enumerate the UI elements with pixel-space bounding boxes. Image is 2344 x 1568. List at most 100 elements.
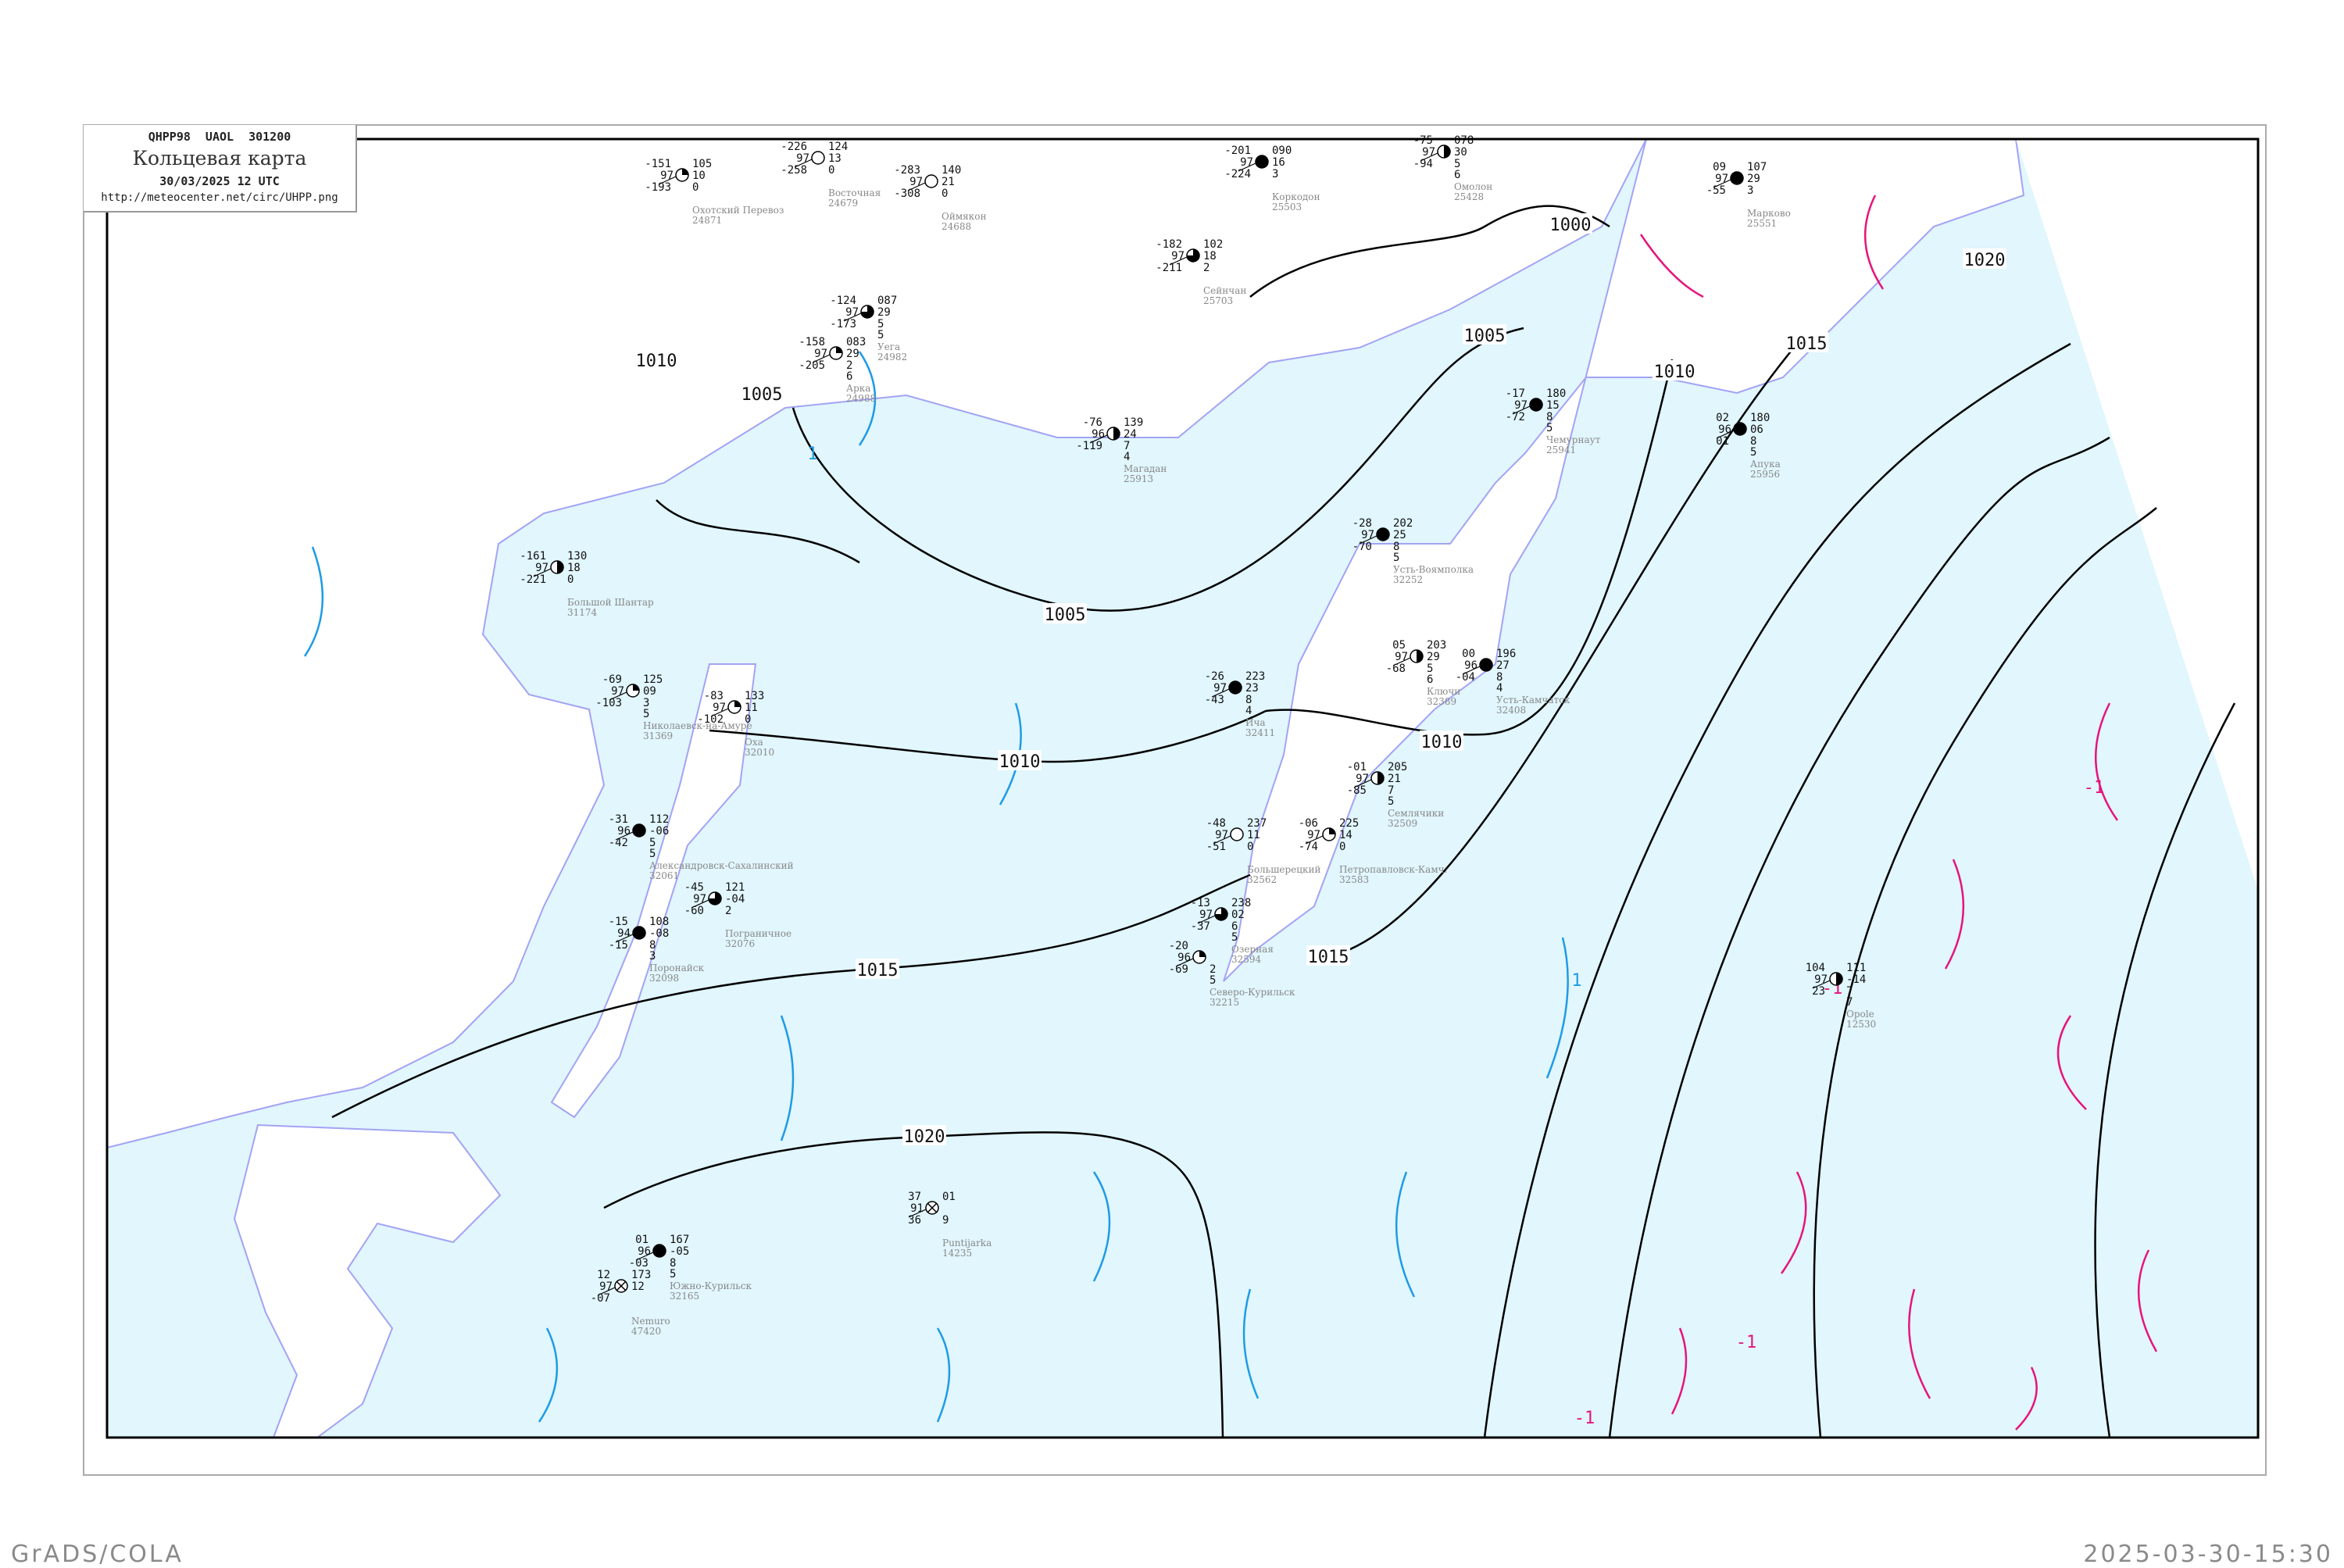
cloud-cover-fill — [1187, 249, 1199, 262]
footer-timestamp: 2025-03-30-15:30 — [2083, 1541, 2333, 1568]
isobar-label-bg — [634, 349, 678, 370]
station-name: Омолон — [1454, 181, 1492, 192]
station-name: Апука — [1750, 459, 1781, 470]
wind-barb-icon — [691, 899, 709, 909]
isotherms — [303, 195, 2158, 1430]
station-temperature: 02 — [1716, 412, 1729, 424]
station-pressure: 180 — [1750, 412, 1770, 424]
station-pressure-tendency: 97 — [611, 685, 624, 698]
station-wind-value: 13 — [828, 152, 841, 165]
station-visibility: 3 — [643, 697, 649, 709]
station-wind-value: 29 — [846, 348, 859, 360]
station-pressure: 01 — [942, 1191, 956, 1203]
isobar-label-bg — [1043, 603, 1087, 623]
source-url[interactable]: http://meteocenter.net/circ/UHPP.png — [101, 191, 338, 204]
station-temperature: 104 — [1806, 962, 1825, 974]
station-pressure: 083 — [846, 336, 866, 348]
station-pressure: 108 — [649, 916, 669, 928]
station-wind-value: 21 — [1388, 773, 1401, 785]
cloud-cover-fill — [1444, 145, 1450, 158]
wind-barb-icon — [609, 691, 627, 701]
isobar-label-bg — [1420, 730, 1463, 751]
station-wind-value: 29 — [1427, 651, 1440, 663]
station-temperature: -283 — [894, 164, 920, 177]
station-wind-value: 11 — [1247, 829, 1260, 841]
wind-barb-icon — [812, 354, 831, 363]
isotherm-label: -1 — [1574, 1409, 1595, 1428]
station-dewpoint: -211 — [1156, 262, 1182, 274]
cloud-cover-fill — [633, 927, 645, 939]
wind-barb-icon — [1089, 434, 1108, 444]
cloud-cover-fill — [734, 701, 741, 707]
station-wind-value: -14 — [1846, 973, 1866, 986]
land-masses — [106, 138, 2258, 1438]
cloud-cover-fill — [1113, 427, 1120, 440]
station-visibility: 8 — [1393, 541, 1399, 553]
isobar-label: 1010 — [636, 352, 677, 371]
station-wind-value: 29 — [877, 306, 891, 319]
station-32061[interactable]: -3196-42112-0655Александровск-Сахалински… — [609, 813, 794, 881]
station-pressure: 102 — [1203, 238, 1223, 251]
cloud-cover-fill — [1377, 528, 1389, 541]
station-cloud-code: 5 — [670, 1268, 676, 1280]
station-pressure: 173 — [631, 1269, 651, 1281]
station-wind-value: 16 — [1272, 156, 1285, 169]
station-dewpoint: -70 — [1352, 541, 1372, 553]
station-temperature: -151 — [645, 158, 671, 170]
station-dewpoint: -74 — [1299, 841, 1318, 853]
wind-barb-icon — [1462, 666, 1481, 675]
station-dewpoint: -193 — [645, 181, 671, 194]
isotherm-negative — [1639, 195, 2158, 1430]
station-pressure-tendency: 97 — [1171, 250, 1185, 263]
station-pressure-tendency: 97 — [660, 170, 674, 182]
wind-barb-icon — [1197, 915, 1216, 924]
station-temperature: -31 — [609, 813, 628, 826]
station-temperature: -161 — [520, 550, 546, 563]
station-pressure: 111 — [1846, 962, 1866, 974]
station-name: Оха — [745, 737, 763, 748]
isobar-label: 1005 — [1045, 605, 1086, 625]
cloud-cover-fill — [1215, 908, 1227, 920]
wind-barb-icon — [1716, 430, 1735, 439]
station-visibility: 8 — [1546, 411, 1553, 423]
cloud-cover-fill — [861, 305, 874, 318]
station-visibility: 8 — [649, 939, 656, 952]
station-name: Марково — [1747, 208, 1791, 219]
station-visibility: 7 — [1388, 784, 1394, 797]
station-dewpoint: -103 — [595, 697, 622, 709]
cloud-cover-fill — [709, 892, 721, 905]
isobar-label-bg — [740, 383, 784, 403]
isobar-label: 1010 — [1421, 733, 1463, 752]
station-index: 31369 — [643, 730, 673, 741]
